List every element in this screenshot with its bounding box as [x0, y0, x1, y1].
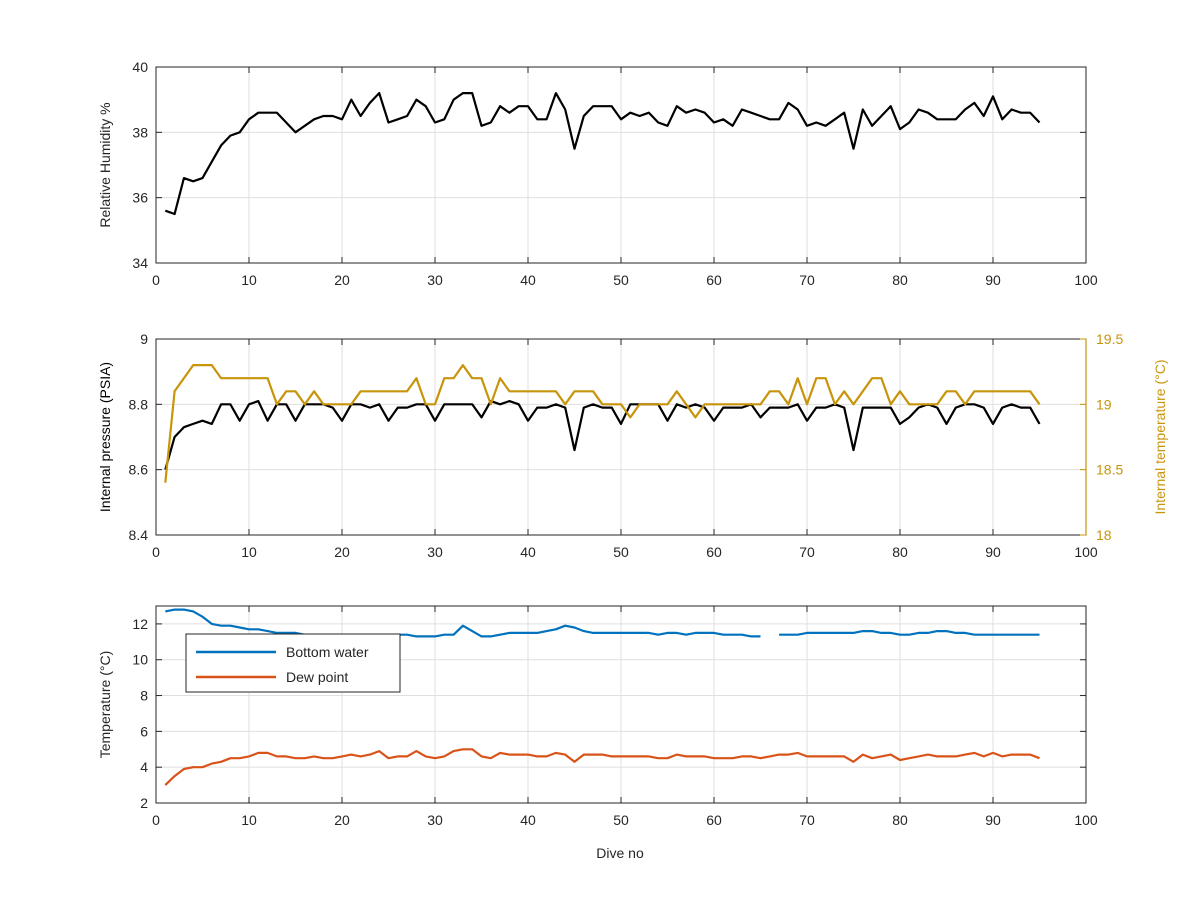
x-tick-label: 70 [799, 812, 815, 828]
series-line-panel1-0 [164, 400, 1041, 471]
x-tick-label: 80 [892, 544, 908, 560]
x-tick-label: 60 [706, 272, 722, 288]
x-tick-label: 10 [241, 544, 257, 560]
series-line-panel0-0 [164, 92, 1041, 216]
chart-panel-pressure-temperature: 0 10 20 30 40 50 60 70 80 90 100 8.4 8.6 8.8 9 Internal… [97, 331, 1168, 560]
x-tick-label: 0 [152, 544, 160, 560]
y-tick-label: 10 [132, 652, 148, 668]
x-tick-label: 50 [613, 544, 629, 560]
chart-panel-humidity: 0 10 20 30 40 50 60 70 80 90 100 34 36 38 40 Relative H… [97, 59, 1098, 288]
y-tick-label: 34 [132, 255, 148, 271]
y-right-tick-label: 18.5 [1096, 462, 1123, 478]
y-tick-label: 8.4 [129, 527, 149, 543]
x-tick-label: 30 [427, 812, 443, 828]
x-tick-label: 60 [706, 544, 722, 560]
x-tick-label: 70 [799, 272, 815, 288]
y-tick-label: 4 [140, 759, 148, 775]
y-tick-label: 38 [132, 124, 148, 140]
legend-label: Dew point [286, 669, 348, 685]
x-tick-label: 0 [152, 272, 160, 288]
series-line-bottom-water [165, 608, 1040, 638]
x-tick-label: 60 [706, 812, 722, 828]
y-tick-label: 36 [132, 190, 148, 206]
legend: Bottom water Dew point [185, 633, 401, 693]
x-tick-label: 70 [799, 544, 815, 560]
y-tick-label: 6 [140, 723, 148, 739]
x-tick-label: 100 [1074, 544, 1098, 560]
legend-label: Bottom water [286, 644, 369, 660]
legend-box [185, 633, 401, 693]
x-tick-label: 10 [241, 812, 257, 828]
x-tick-label: 50 [613, 272, 629, 288]
y-tick-label: 12 [132, 616, 148, 632]
y-axis-label: Temperature (°C) [97, 651, 113, 759]
x-tick-label: 50 [613, 812, 629, 828]
x-tick-label: 0 [152, 812, 160, 828]
series-line-dew-point [164, 748, 1040, 786]
x-axis-label: Dive no [596, 845, 644, 861]
x-tick-label: 80 [892, 272, 908, 288]
x-tick-label: 90 [985, 272, 1001, 288]
x-tick-label: 40 [520, 544, 536, 560]
y-right-tick-label: 19.5 [1096, 331, 1123, 347]
y-tick-label: 8 [140, 688, 148, 704]
x-tick-label: 20 [334, 812, 350, 828]
x-tick-label: 40 [520, 812, 536, 828]
y-tick-label: 2 [140, 795, 148, 811]
x-tick-label: 10 [241, 272, 257, 288]
y-axis-label: Relative Humidity % [97, 102, 113, 227]
series-line-panel1-1 [164, 364, 1041, 483]
y-right-tick-label: 19 [1096, 396, 1112, 412]
x-tick-label: 80 [892, 812, 908, 828]
x-tick-label: 30 [427, 272, 443, 288]
y-right-axis-label: Internal temperature (°C) [1152, 360, 1168, 515]
x-tick-label: 90 [985, 812, 1001, 828]
x-tick-label: 100 [1074, 812, 1098, 828]
x-tick-label: 20 [334, 544, 350, 560]
x-tick-label: 30 [427, 544, 443, 560]
chart-panel-temperature: 0 10 20 30 40 50 60 70 80 90 100 2 4 6 8 10 12 Temperatur… [97, 605, 1098, 828]
x-tick-label: 20 [334, 272, 350, 288]
y-axis-label: Internal pressure (PSIA) [97, 362, 113, 512]
y-right-tick-label: 18 [1096, 527, 1112, 543]
x-tick-label: 90 [985, 544, 1001, 560]
y-tick-label: 9 [140, 331, 148, 347]
x-tick-label: 100 [1074, 272, 1098, 288]
y-tick-label: 8.6 [129, 462, 149, 478]
y-tick-label: 8.8 [129, 396, 149, 412]
y-tick-label: 40 [132, 59, 148, 75]
x-tick-label: 40 [520, 272, 536, 288]
